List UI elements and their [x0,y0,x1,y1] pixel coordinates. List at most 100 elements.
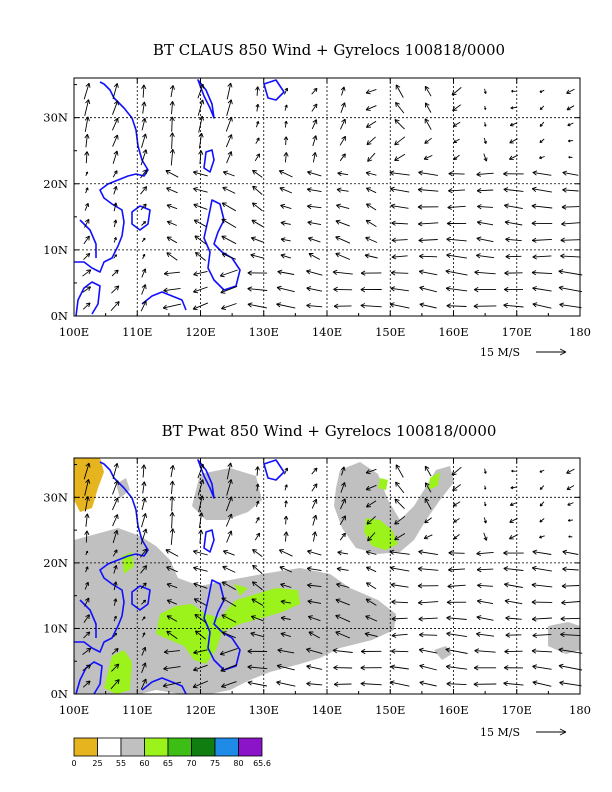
wind-vector [335,631,351,639]
wind-vector [140,186,147,195]
wind-vector [254,153,260,162]
wind-vector-head [114,254,118,257]
wind-vector-head [366,123,372,128]
wind-vector-head [395,464,401,470]
wind-vector [503,304,524,308]
wind-vector-head [395,481,400,487]
wind-vector-head [279,565,285,571]
wind-vector [539,156,545,159]
wind-vector [284,104,288,111]
wind-vector-head [251,202,257,208]
wind-vector-head [503,566,509,572]
wind-vector [166,583,178,589]
wind-vector [84,219,90,228]
wind-vector-head [141,646,147,652]
wind-vector [280,222,291,225]
wind-vector [113,219,117,228]
wind-vector-head [562,549,568,555]
wind-vector-head [163,287,168,293]
wind-vector-head [227,513,233,519]
wind-vector-head [113,615,117,619]
wind-vector-head [114,679,120,685]
panel2-xtick-label: 100E [59,703,89,717]
wind-vector-head [390,203,396,209]
wind-vector-head [250,236,256,242]
wind-vector-head [113,497,119,503]
wind-vector-head [504,598,510,604]
wind-vector [279,187,293,194]
wind-vector-head [279,186,285,192]
wind-vector-head [142,253,146,257]
wind-vector-head [446,303,452,309]
wind-vector [424,86,432,97]
wind-vector [365,105,377,111]
wind-vector-head [251,581,257,587]
wind-vector [339,498,346,510]
wind-vector-head [221,581,227,587]
panel1-ytick-label: 0N [51,309,68,323]
wind-vector-head [539,535,542,539]
wind-vector [111,497,119,511]
wind-vector-head [391,632,397,638]
wind-vector-head [142,616,146,619]
wind-vector-head [227,479,233,484]
wind-vector-head [278,169,284,175]
colorbar-label: 55 [116,759,126,768]
wind-vector-head [561,600,566,606]
wind-vector [306,270,323,276]
wind-vector-head [452,502,457,507]
wind-vector-head [227,496,233,502]
wind-vector [163,287,181,292]
wind-vector [307,567,322,572]
wind-vector [483,153,487,162]
panel2-ytick-label: 0N [51,687,68,701]
wind-vector [226,479,232,496]
wind-vector [390,287,409,292]
wind-vector-head [166,187,172,192]
wind-vector-head [221,614,227,619]
wind-vector-head [141,84,147,90]
wind-vector [141,118,146,131]
wind-vector [167,220,177,226]
wind-vector [531,650,553,653]
wind-vector [198,133,203,149]
wind-vector [446,305,467,307]
wind-vector [113,565,117,574]
wind-vector-head [255,103,260,108]
wind-vector-head [473,303,479,309]
wind-vector-head [423,534,429,540]
wind-vector [141,268,146,278]
wind-vector-head [221,683,226,688]
wind-vector [221,581,237,591]
wind-vector [280,600,291,604]
wind-vector [171,132,173,149]
wind-vector-head [85,302,91,308]
wind-vector-head [312,103,318,109]
wind-vector [285,136,287,146]
wind-vector-head [220,288,226,294]
wind-vector [367,152,376,162]
wind-vector [308,616,321,622]
wind-vector [531,205,553,209]
wind-vector-head [341,153,346,158]
wind-vector-head [448,550,454,556]
wind-vector [337,172,349,176]
wind-vector-head [452,486,458,491]
wind-vector-head [539,470,543,473]
wind-vector [365,484,377,491]
wind-vector-head [169,116,175,122]
wind-vector [558,665,583,671]
panel1-reference-label: 15 M/S [480,346,520,359]
wind-vector [447,205,466,209]
wind-vector [170,465,174,478]
wind-vector [112,83,118,100]
wind-vector-head [484,107,487,110]
wind-vector-head [307,170,312,176]
wind-vector [335,599,350,606]
wind-vector [193,567,208,572]
wind-vector-head [280,253,286,259]
wind-vector-head [476,550,481,557]
wind-vector [391,239,408,241]
wind-vector-head [332,269,338,275]
wind-vector [477,189,494,192]
